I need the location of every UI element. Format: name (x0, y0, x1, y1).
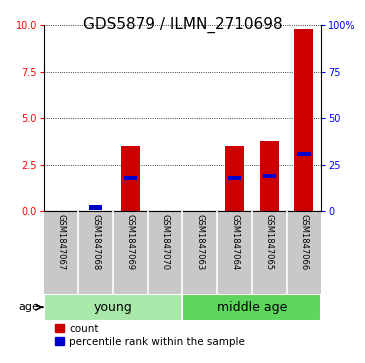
Bar (225, 146, 244, 211)
Text: GSM1847070: GSM1847070 (161, 214, 170, 270)
Text: age: age (19, 302, 40, 312)
Bar (297, 152, 311, 156)
Bar (124, 176, 137, 180)
Text: GSM1847068: GSM1847068 (91, 214, 100, 270)
Text: GSM1847063: GSM1847063 (195, 214, 204, 270)
Bar (121, 146, 140, 211)
Legend: count, percentile rank within the sample: count, percentile rank within the sample (54, 324, 245, 347)
Bar (89, 205, 103, 209)
Text: GDS5879 / ILMN_2710698: GDS5879 / ILMN_2710698 (83, 16, 282, 33)
Text: GSM1847067: GSM1847067 (57, 214, 66, 270)
Text: GSM1847066: GSM1847066 (299, 214, 308, 270)
Text: GSM1847064: GSM1847064 (230, 214, 239, 270)
Text: young: young (94, 301, 132, 314)
Bar (228, 176, 241, 180)
Bar (294, 29, 314, 211)
Bar (262, 174, 276, 178)
Bar (182, 294, 321, 321)
Bar (260, 140, 279, 211)
Text: GSM1847069: GSM1847069 (126, 214, 135, 270)
Text: GSM1847065: GSM1847065 (265, 214, 274, 270)
Bar (44, 294, 182, 321)
Text: middle age: middle age (217, 301, 287, 314)
